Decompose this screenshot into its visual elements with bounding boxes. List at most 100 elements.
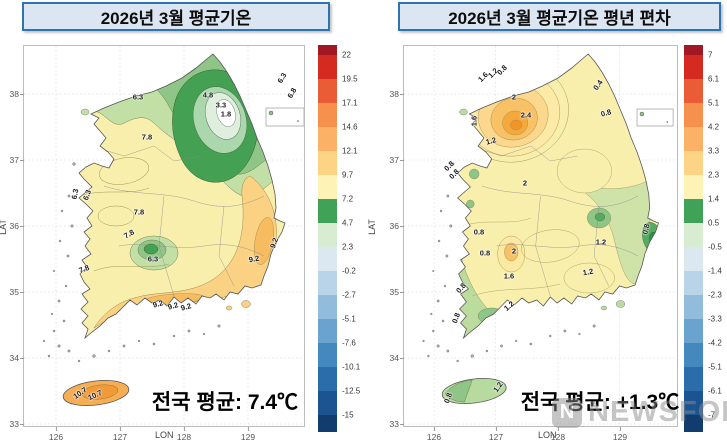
lat-axis-label-right: LAT — [366, 219, 377, 235]
offshore-islands — [422, 108, 626, 363]
colorbar-segment — [318, 151, 337, 175]
colorbar-segment — [318, 415, 337, 432]
colorbar-segment — [318, 79, 337, 103]
colorbar-segment — [684, 103, 703, 127]
colorbar-tick-label: -5.1 — [708, 362, 722, 372]
map-plot-left: 6.3 4.8 3.3 1.8 6.3 6.8 7.8 6.3 6.3 7.8 7.8 6.3 7.8 9… — [10, 45, 305, 442]
colorbar-tick-label: -5.1 — [342, 314, 356, 324]
colorbar-segment — [318, 175, 337, 199]
colorbar-segment — [684, 223, 703, 247]
lon-tick-label: 126 — [48, 427, 64, 442]
lat-tick-label: 37 — [0, 155, 24, 165]
colorbar-segment — [318, 247, 337, 271]
colorbar-segment — [684, 127, 703, 151]
lon-axis-label-left: LON — [155, 430, 174, 440]
lat-tick-label: 34 — [380, 353, 404, 363]
colorbar-left — [318, 45, 337, 432]
korea-anomaly-map — [404, 46, 677, 426]
lat-tick-label: 35 — [0, 287, 24, 297]
colorbar-tick-label: 19.5 — [342, 74, 358, 84]
colorbar-segment — [684, 247, 703, 271]
colorbar-tick-label: -0.2 — [342, 266, 356, 276]
korea-outline — [78, 53, 286, 340]
colorbar-tick-label: -2.7 — [342, 290, 356, 300]
colorbar-tick-label: 22 — [342, 50, 351, 60]
colorbar-segment — [684, 151, 703, 175]
colorbar-segment — [318, 45, 337, 55]
lat-tick-label: 38 — [380, 89, 404, 99]
colorbar-segment — [684, 55, 703, 79]
colorbar-segment — [318, 127, 337, 151]
colorbar-tick-label: 0.5 — [708, 218, 720, 228]
colorbar-tick-label: -12.5 — [342, 386, 361, 396]
panel-title-left-text: 2026년 3월 평균기온 — [100, 9, 252, 28]
colorbar-tick-label: 6.1 — [708, 74, 720, 84]
colorbar-tick-label: 2.3 — [708, 170, 720, 180]
colorbar-tick-label: -2.3 — [708, 290, 722, 300]
colorbar-segment — [684, 79, 703, 103]
contour-bands — [79, 54, 285, 338]
lon-tick-label: 127 — [112, 427, 128, 442]
colorbar-tick-label: 17.1 — [342, 98, 358, 108]
colorbar-segment — [318, 223, 337, 247]
colorbar-segment — [318, 271, 337, 295]
panel-title-right-text: 2026년 3월 평균기온 평년 편차 — [448, 9, 671, 28]
colorbar-segment — [684, 343, 703, 367]
lat-tick-label: 36 — [380, 221, 404, 231]
colorbar-tick-label: 14.6 — [342, 122, 358, 132]
korea-temperature-map — [24, 46, 304, 426]
panel-title-left: 2026년 3월 평균기온 — [22, 2, 330, 31]
lat-tick-label: 33 — [380, 419, 404, 429]
colorbar-segment — [684, 415, 703, 432]
colorbar-tick-label: -0.5 — [708, 242, 722, 252]
colorbar-segment — [318, 199, 337, 223]
contour-lines — [79, 157, 170, 272]
ulleungdo-dokdo-inset — [265, 107, 304, 127]
colorbar-segment — [684, 175, 703, 199]
colorbar-segment — [318, 319, 337, 343]
contour-bands — [457, 54, 659, 338]
lat-axis-label-left: LAT — [0, 219, 8, 235]
lat-tick-label: 37 — [380, 155, 404, 165]
colorbar-segment — [684, 367, 703, 391]
colorbar-tick-label: 4.2 — [708, 122, 720, 132]
colorbar-segment — [684, 271, 703, 295]
colorbar-tick-label: 4.7 — [342, 218, 354, 228]
colorbar-tick-label: -7.6 — [342, 338, 356, 348]
lon-tick-label: 126 — [426, 427, 442, 442]
lat-tick-label: 35 — [380, 287, 404, 297]
ulleungdo-dokdo-inset — [636, 108, 674, 127]
lon-tick-label: 128 — [176, 427, 192, 442]
colorbar-tick-label: -3.3 — [708, 314, 722, 324]
jeju-island — [62, 380, 130, 406]
colorbar-labels-left: 22 19.5 17.1 14.6 12.1 9.7 7.2 4.7 2.3 -0.2 -2.7 -5… — [342, 45, 372, 435]
colorbar-tick-label: -10.1 — [342, 362, 361, 372]
colorbar-tick-label: 12.1 — [342, 146, 358, 156]
lon-axis-label-right: LON — [538, 430, 557, 440]
jeju-island — [441, 378, 507, 404]
colorbar-segment — [318, 367, 337, 391]
panel-title-right: 2026년 3월 평균기온 평년 편차 — [398, 2, 721, 31]
colorbar-segment — [318, 103, 337, 127]
colorbar-segment — [684, 199, 703, 223]
colorbar-tick-label: 1.4 — [708, 194, 720, 204]
colorbar-segment — [318, 55, 337, 79]
colorbar-tick-label: 2.3 — [342, 242, 354, 252]
korea-outline — [457, 53, 659, 340]
province-borders — [469, 145, 639, 297]
national-average-right: 전국 평균: +1.3℃ — [520, 391, 680, 414]
colorbar-segment — [684, 45, 703, 55]
colorbar-tick-label: 7.2 — [342, 194, 354, 204]
colorbar-segment — [318, 343, 337, 367]
colorbar-segment — [684, 295, 703, 319]
colorbar-tick-label: 7 — [708, 50, 713, 60]
map-plot-right: 1.6 1.2 0.8 2 2.4 0.4 0.8 1.6 1.2 0.8 0.8 2 0.8 0.8 2 1… — [390, 45, 678, 442]
lon-tick-label: 129 — [612, 427, 628, 442]
colorbar-right — [684, 45, 703, 432]
colorbar-tick-label: 9.7 — [342, 170, 354, 180]
colorbar-segment — [684, 319, 703, 343]
lon-tick-label: 127 — [488, 427, 504, 442]
lon-tick-label: 129 — [240, 427, 256, 442]
colorbar-tick-label: -4.2 — [708, 338, 722, 348]
